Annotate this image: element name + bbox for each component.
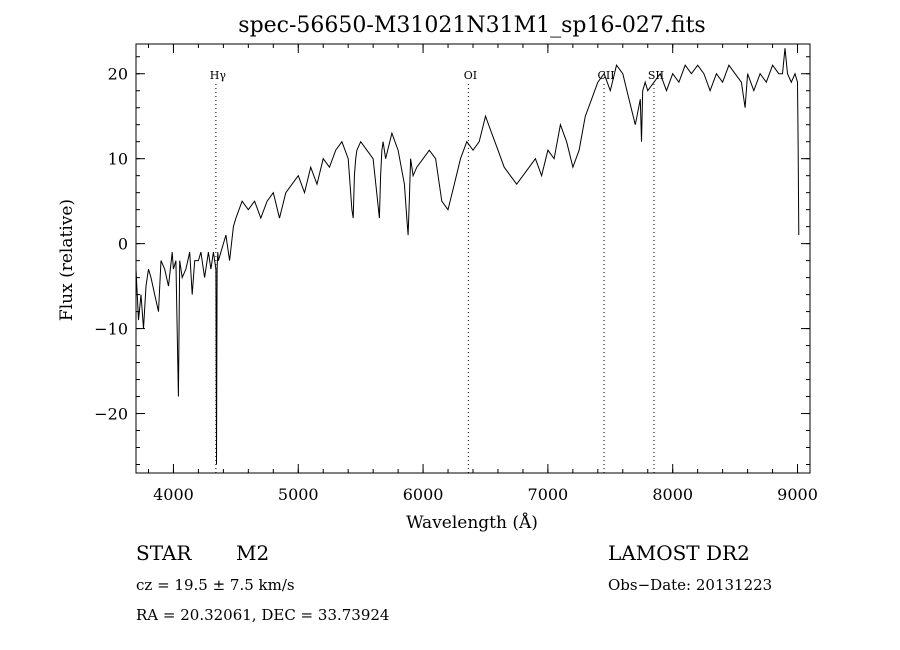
line-mark-label: OI [464,69,477,82]
x-tick-label: 9000 [777,485,818,504]
x-tick-label: 4000 [153,485,194,504]
survey-label: LAMOST DR2 [608,541,750,565]
line-mark-label: Hγ [210,69,227,82]
y-tick-label: −10 [94,320,128,339]
y-tick-label: 20 [108,65,128,84]
plot-frame [135,43,811,474]
object-type: STAR [136,541,192,565]
y-tick-label: −20 [94,405,128,424]
x-tick-label: 5000 [278,485,319,504]
redshift-text: cz = 19.5 ± 7.5 km/s [136,576,295,594]
line-mark-label: CII [598,69,615,82]
subclass: M2 [236,541,269,565]
line-mark-label: SII [648,69,664,82]
y-tick-label: 10 [108,150,128,169]
obs-date: Obs−Date: 20131223 [608,576,772,594]
series-group [135,48,800,465]
coordinates: RA = 20.32061, DEC = 33.73924 [136,606,389,624]
chart-title: spec-56650-M31021N31M1_sp16-027.fits [238,13,705,38]
x-tick-label: 7000 [528,485,569,504]
spectrum-line [135,48,800,465]
x-tick-label: 8000 [652,485,693,504]
y-axis-label: Flux (relative) [57,199,77,321]
line-marks: Hγ OI CII SII [210,69,664,473]
x-axis-label: Wavelength (Å) [406,512,538,533]
y-tick-label: 0 [118,235,128,254]
axis-ticks: 4000 5000 6000 7000 8000 9000 −20 −10 0 10 20 [94,44,818,504]
x-tick-label: 6000 [403,485,444,504]
